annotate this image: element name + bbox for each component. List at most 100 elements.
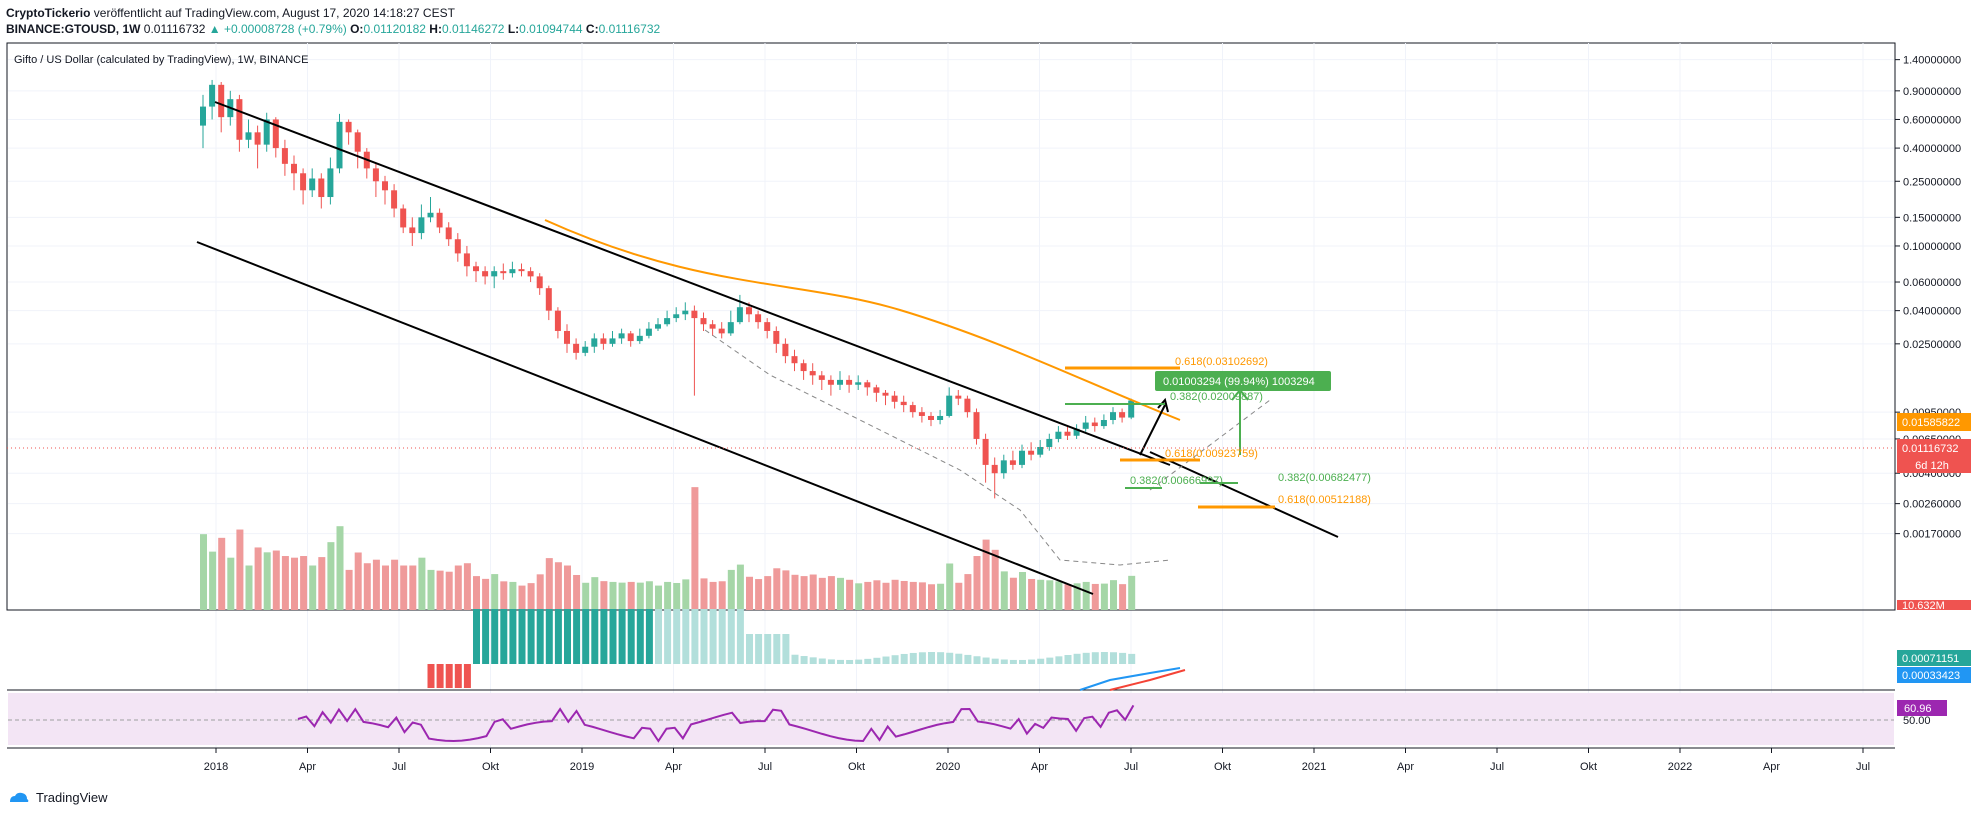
candle bbox=[527, 267, 534, 283]
high-label: H: bbox=[429, 22, 442, 36]
volume-bar bbox=[645, 581, 653, 610]
macd-bar bbox=[682, 609, 690, 664]
volume-bar bbox=[809, 574, 817, 610]
volume-bar bbox=[391, 559, 399, 610]
candle bbox=[973, 408, 980, 445]
candle bbox=[418, 204, 425, 240]
candle bbox=[755, 310, 762, 329]
candle bbox=[309, 168, 316, 198]
macd-bar bbox=[655, 609, 662, 664]
time-axis[interactable]: 2018 Apr Jul Okt 2019 Apr Jul Okt 2020 Apr Jul Okt 2… bbox=[204, 748, 1870, 773]
volume-bar bbox=[1046, 580, 1054, 610]
rsi-tick-label: 50.00 bbox=[1903, 715, 1931, 727]
volume-bar bbox=[1073, 583, 1081, 610]
candle bbox=[500, 263, 507, 280]
candle bbox=[1028, 442, 1035, 461]
price-badge-label: 0.01116732 bbox=[1902, 443, 1958, 455]
volume-badge-label: 10.632M bbox=[1902, 600, 1945, 612]
macd-bar bbox=[1046, 657, 1054, 664]
volume-bar bbox=[318, 557, 326, 610]
macd-bar bbox=[582, 609, 590, 664]
candle bbox=[727, 310, 734, 336]
open-value: 0.01120182 bbox=[363, 22, 426, 36]
volume-bar bbox=[846, 579, 854, 610]
candle bbox=[673, 307, 680, 323]
volume-badge bbox=[1897, 600, 1971, 610]
candle bbox=[1064, 426, 1071, 441]
price-chart[interactable]: Gifto / US Dollar (calculated by Trading… bbox=[0, 0, 1988, 785]
macd-bar bbox=[618, 609, 626, 664]
candle bbox=[818, 371, 825, 391]
channel-lower-line[interactable] bbox=[196, 241, 1094, 595]
fibonacci-levels bbox=[1065, 366, 1275, 509]
macd-badge-label: 0.00033423 bbox=[1902, 670, 1960, 682]
macd-bar bbox=[818, 658, 826, 664]
price-badges: 0.01585822 0.01116732 6d 12h 10.632M 0.00071… bbox=[1897, 413, 1971, 727]
moving-average-line bbox=[544, 219, 1181, 421]
x-tick-label: Jul bbox=[1490, 761, 1504, 773]
macd-bar bbox=[937, 652, 945, 664]
candle bbox=[1091, 417, 1098, 432]
macd-bar bbox=[982, 657, 990, 664]
volume-bar bbox=[345, 569, 353, 610]
volume-bar bbox=[1037, 579, 1045, 610]
channel-upper-line[interactable] bbox=[214, 101, 1171, 466]
candle bbox=[627, 330, 634, 347]
candle bbox=[955, 390, 962, 406]
macd-bar bbox=[691, 609, 699, 664]
candle bbox=[200, 94, 206, 149]
candle bbox=[636, 328, 643, 344]
publisher-name[interactable]: CryptoTickerio bbox=[6, 6, 91, 20]
price-badge bbox=[1897, 439, 1971, 457]
y-tick-label: 0.60000000 bbox=[1903, 114, 1961, 126]
candle bbox=[291, 155, 297, 191]
volume-bar bbox=[309, 565, 317, 610]
macd-bar bbox=[463, 664, 471, 688]
macd-bar bbox=[1064, 655, 1072, 664]
macd-bar bbox=[545, 609, 553, 664]
volume-bar bbox=[755, 579, 763, 610]
fib-label: 0.618(0.03102692) bbox=[1175, 356, 1268, 368]
macd-bar bbox=[855, 659, 863, 664]
candle bbox=[336, 113, 343, 174]
candle bbox=[782, 338, 789, 364]
candle bbox=[918, 407, 925, 423]
arrow-up-line[interactable] bbox=[1139, 404, 1166, 456]
macd-bar bbox=[445, 664, 453, 688]
candle bbox=[236, 94, 243, 152]
volume-bar bbox=[245, 565, 253, 610]
countdown-label: 6d 12h bbox=[1915, 460, 1949, 472]
measure-box[interactable]: 0.01003294 (99.94%) 1003294 bbox=[1155, 371, 1331, 391]
candle bbox=[409, 217, 416, 246]
x-tick-label: Jul bbox=[392, 761, 406, 773]
candle bbox=[664, 310, 671, 327]
macd-bar bbox=[746, 634, 753, 664]
measure-label: 0.01003294 (99.94%) 1003294 bbox=[1163, 376, 1315, 388]
volume-bar bbox=[509, 581, 517, 610]
price-badge-label: 0.01585822 bbox=[1902, 417, 1960, 429]
candle bbox=[600, 333, 607, 350]
volume-bar bbox=[218, 537, 226, 610]
y-tick-label: 0.40000000 bbox=[1903, 143, 1961, 155]
macd-badge bbox=[1897, 667, 1971, 683]
footer[interactable]: TradingView bbox=[8, 790, 108, 805]
macd-bar bbox=[846, 659, 854, 664]
volume-bar bbox=[800, 576, 808, 610]
macd-bar bbox=[436, 664, 444, 688]
candle bbox=[554, 307, 561, 339]
macd-bar bbox=[709, 609, 717, 664]
candle bbox=[846, 375, 853, 393]
candle bbox=[1128, 398, 1135, 420]
macd-bar bbox=[891, 655, 899, 664]
volume-bars bbox=[200, 487, 1136, 610]
volume-bar bbox=[855, 583, 863, 610]
candle bbox=[873, 384, 880, 402]
candle bbox=[718, 322, 725, 339]
macd-bar bbox=[837, 659, 844, 664]
macd-bar bbox=[727, 609, 735, 664]
macd-bar bbox=[991, 658, 999, 664]
candle bbox=[928, 412, 934, 427]
price-axis[interactable]: 1.40000000 0.90000000 0.60000000 0.40000000… bbox=[1894, 43, 1961, 610]
macd-bar bbox=[718, 609, 726, 664]
volume-bar bbox=[691, 487, 699, 610]
